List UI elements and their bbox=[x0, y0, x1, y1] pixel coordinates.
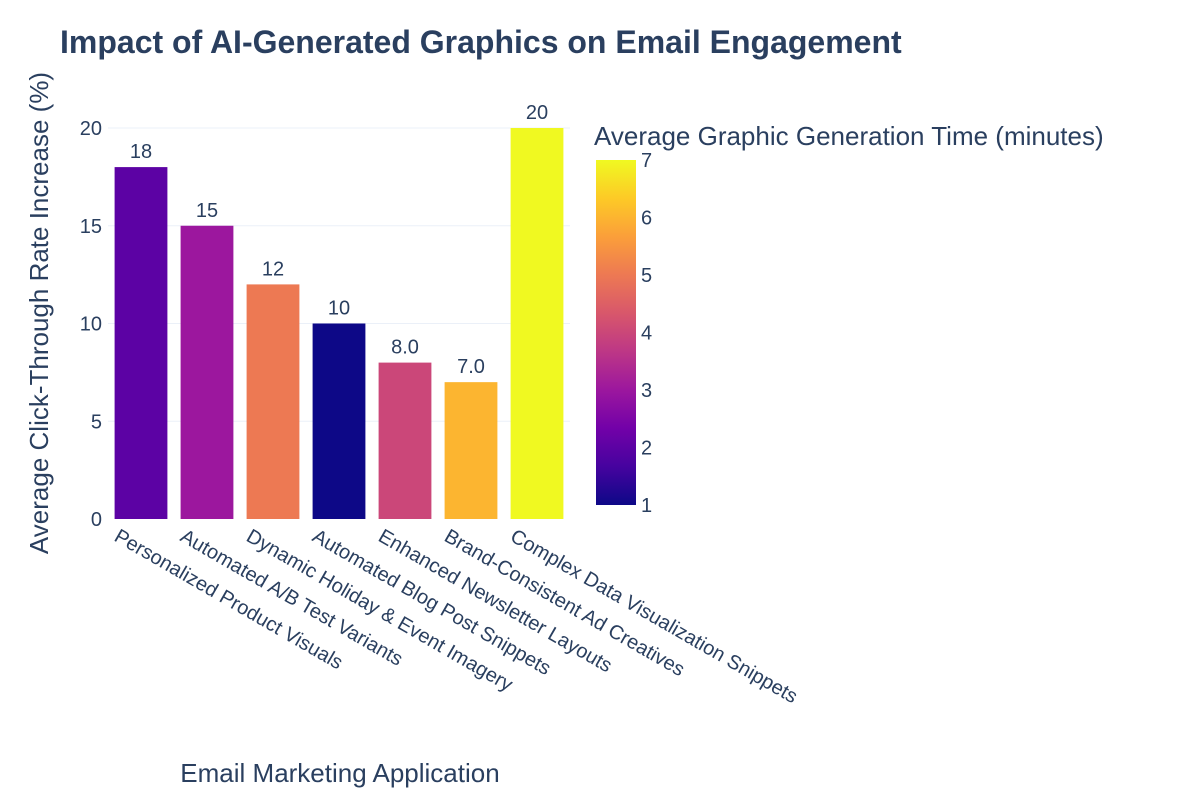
colorbar-tick-label: 5 bbox=[641, 265, 652, 287]
colorbar-tick-label: 4 bbox=[641, 323, 652, 345]
y-tick-label: 20 bbox=[80, 118, 102, 140]
y-tick-label: 15 bbox=[80, 216, 102, 238]
colorbar-tick-label: 6 bbox=[641, 208, 652, 230]
x-tick-label: Complex Data Visualization Snippets bbox=[507, 525, 802, 708]
bar-value-label: 12 bbox=[262, 258, 284, 280]
x-axis-title: Email Marketing Application bbox=[180, 758, 499, 788]
colorbar-gradient bbox=[596, 160, 636, 505]
bar-value-label: 18 bbox=[130, 141, 152, 163]
colorbar: Average Graphic Generation Time (minutes… bbox=[594, 121, 1104, 517]
bars bbox=[114, 128, 564, 519]
bar-value-label: 15 bbox=[196, 200, 218, 222]
colorbar-tick-label: 1 bbox=[641, 495, 652, 517]
bar bbox=[180, 225, 234, 519]
bar bbox=[114, 167, 168, 519]
chart-title: Impact of AI-Generated Graphics on Email… bbox=[60, 24, 902, 60]
bar-value-label: 7.0 bbox=[457, 356, 485, 378]
y-tick-label: 5 bbox=[91, 411, 102, 433]
bar bbox=[246, 284, 300, 519]
y-axis-ticks: 0 5 10 15 20 bbox=[80, 118, 102, 531]
bar-value-label: 10 bbox=[328, 298, 350, 320]
colorbar-title: Average Graphic Generation Time (minutes… bbox=[594, 121, 1104, 151]
bar bbox=[444, 382, 498, 519]
colorbar-tick-label: 2 bbox=[641, 438, 652, 460]
y-axis-title: Average Click-Through Rate Increase (%) bbox=[24, 72, 54, 554]
bar-labels: 18 15 12 10 8.0 7.0 20 bbox=[130, 102, 548, 378]
colorbar-tick-label: 3 bbox=[641, 380, 652, 402]
bar bbox=[312, 323, 366, 519]
bar bbox=[378, 362, 432, 519]
bar-value-label: 8.0 bbox=[391, 337, 419, 359]
bar-value-label: 20 bbox=[526, 102, 548, 124]
colorbar-tick-label: 7 bbox=[641, 150, 652, 172]
colorbar-ticks: 1 2 3 4 5 6 7 bbox=[641, 150, 652, 517]
bar bbox=[510, 128, 564, 519]
y-tick-label: 0 bbox=[91, 509, 102, 531]
y-tick-label: 10 bbox=[80, 314, 102, 336]
